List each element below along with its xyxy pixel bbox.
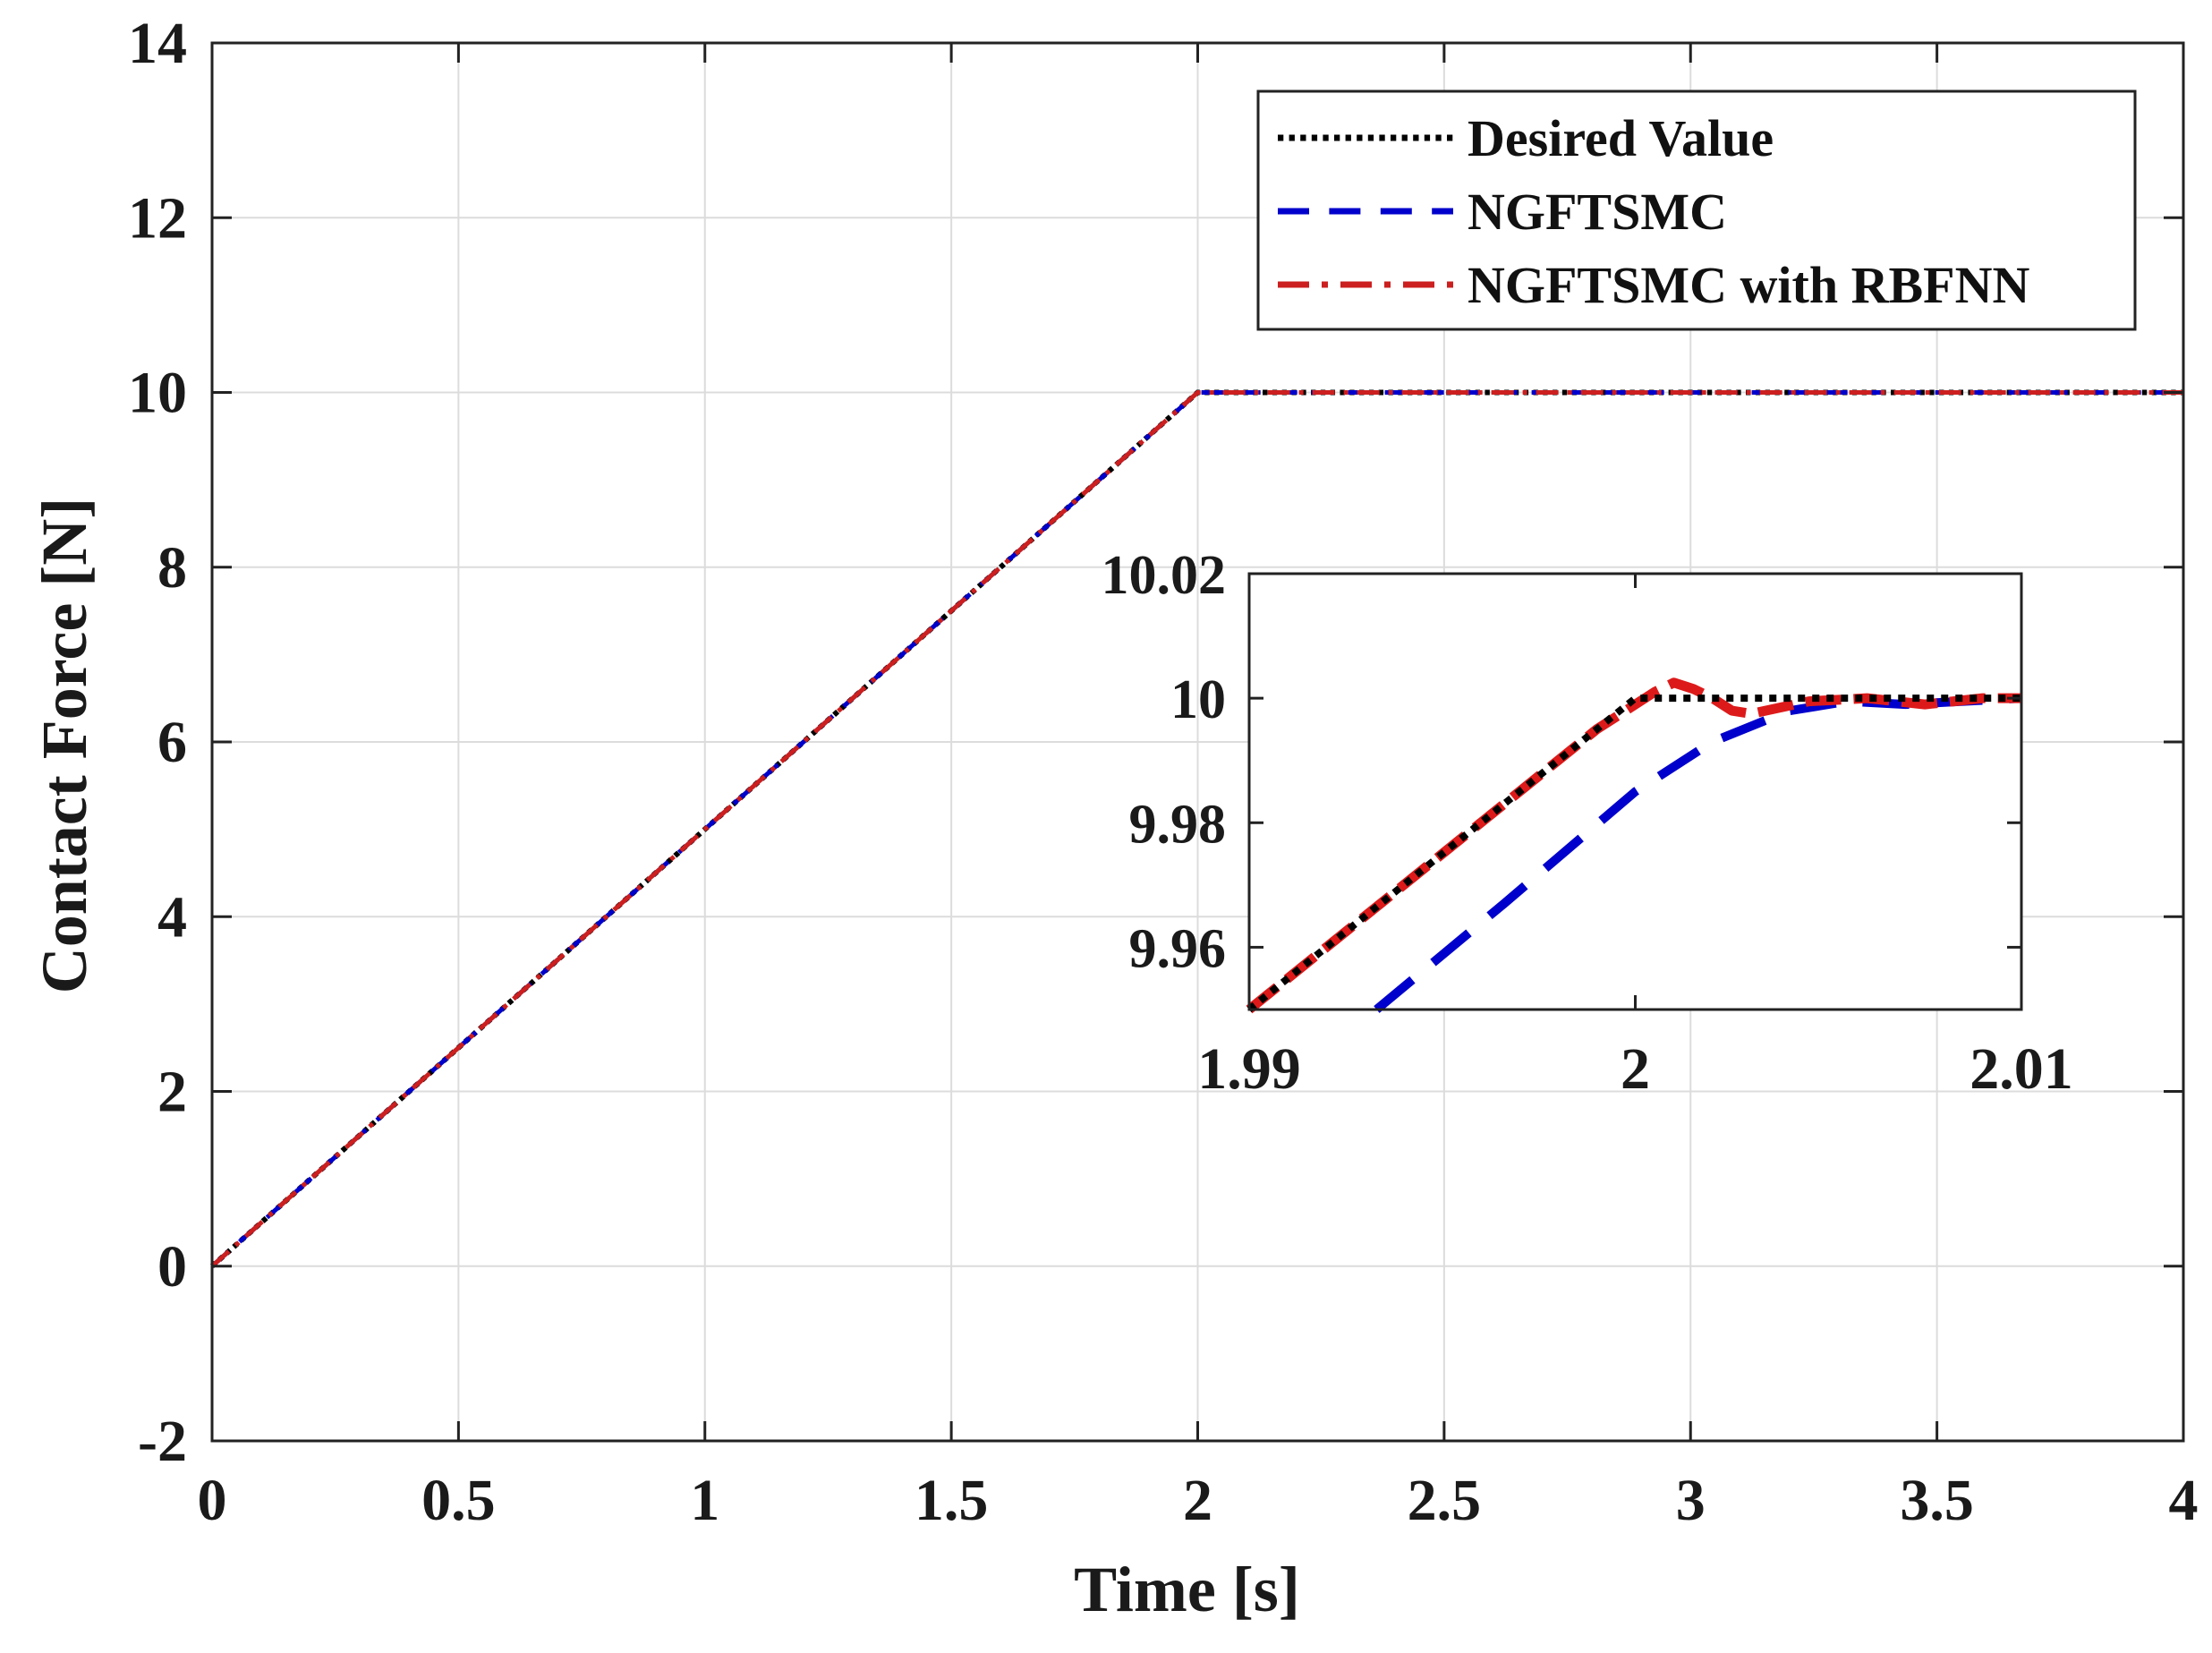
legend-label-ngftsmc: NGFTSMC [1468,183,1727,241]
inset-series-line-2 [1246,677,2021,1014]
series-line-2 [210,390,2183,1268]
y-tick-label: 10 [128,361,187,426]
inset-x-tick-label: 1.99 [1197,1036,1301,1102]
inset-x-tick-label: 2 [1621,1036,1650,1102]
inset-series [1246,677,2022,1014]
x-tick-label: 0 [198,1468,227,1533]
x-tick-label: 0.5 [421,1468,496,1533]
main-ticks [210,41,2185,1443]
inset-ticks [1247,572,2023,1010]
x-tick-label: 3 [1676,1468,1706,1533]
y-tick-label: 4 [157,884,187,950]
x-tick-label: 1 [690,1468,719,1533]
y-axis-label: Contact Force [N] [29,498,100,993]
x-tick-label: 3.5 [1900,1468,1974,1533]
main-series [210,389,2183,1268]
y-tick-label: 0 [157,1234,187,1299]
y-tick-label: 8 [157,535,187,601]
inset-x-tick-label: 2.01 [1970,1036,2073,1102]
inset-y-tick-label: 10.02 [1102,545,1227,606]
inset-y-tick-label: 10 [1170,669,1226,730]
x-tick-label: 4 [2169,1468,2199,1533]
inset-y-tick-label: 9.98 [1129,794,1227,855]
x-tick-label: 1.5 [915,1468,989,1533]
y-tick-label: 2 [157,1060,187,1125]
inset-tick-labels: 1.99 2 2.01 9.96 9.98 10 10.02 [1102,545,2073,1102]
inset-y-tick-label: 9.96 [1129,918,1227,979]
x-tick-label: 2.5 [1408,1468,1482,1533]
y-tick-label: 12 [128,185,187,251]
y-tick-label: 6 [157,710,187,775]
x-axis-label: Time [s] [1074,1554,1300,1625]
y-tick-label: 14 [128,11,187,76]
y-tick-label: -2 [138,1409,187,1474]
legend-label-ngftsmc-rbfnn: NGFTSMC with RBFNN [1468,256,2029,314]
inset-series-line-1 [1374,694,2022,1013]
legend: Desired Value NGFTSMC NGFTSMC with RBFNN [1256,89,2137,331]
inset-zoom-plot: 1.99 2 2.01 9.96 9.98 10 10.02 [1102,545,2073,1102]
x-tick-label: 2 [1183,1468,1212,1533]
legend-label-desired-value: Desired Value [1468,109,1774,167]
